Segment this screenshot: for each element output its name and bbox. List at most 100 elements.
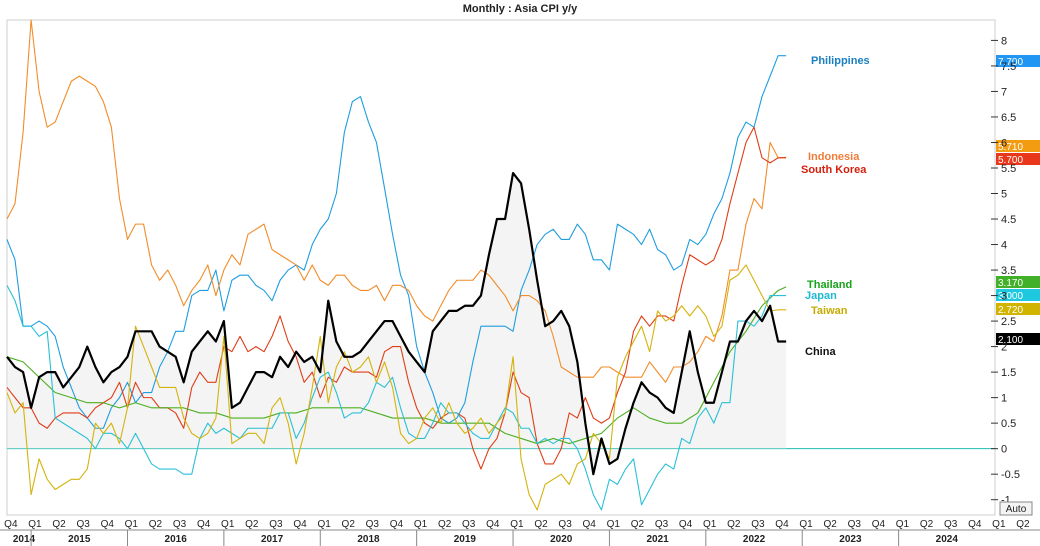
x-quarter-label: Q3	[366, 519, 380, 530]
x-quarter-label: Q4	[293, 519, 307, 530]
indonesia-value-tag	[996, 140, 1040, 152]
x-quarter-label: Q1	[992, 519, 1006, 530]
x-quarter-label: Q4	[101, 519, 115, 530]
x-year-label: 2023	[839, 534, 862, 545]
south-korea-value: 5.700	[998, 155, 1023, 166]
x-quarter-label: Q1	[221, 519, 235, 530]
philippines-line	[6, 55, 787, 429]
taiwan-label: Taiwan	[811, 305, 848, 317]
y-tick-label: -1	[1001, 495, 1011, 507]
series-lines	[6, 19, 787, 511]
philippines-label: Philippines	[811, 55, 870, 67]
x-year-label: 2014	[13, 534, 36, 545]
y-tick-label: 3.5	[1001, 265, 1016, 277]
x-quarter-label: Q3	[269, 519, 283, 530]
china-label: China	[805, 346, 836, 358]
x-quarter-label: Q2	[534, 519, 548, 530]
x-quarter-label: Q2	[245, 519, 259, 530]
x-quarter-label: Q1	[414, 519, 428, 530]
y-tick-label: 5.5	[1001, 163, 1016, 175]
y-tick-label: 0	[1001, 444, 1007, 456]
y-tick-label: 6	[1001, 137, 1007, 149]
auto-button[interactable]: Auto	[999, 501, 1033, 516]
x-year-label: 2017	[261, 534, 284, 545]
south-korea-value-tag	[996, 153, 1040, 165]
x-quarter-label: Q4	[872, 519, 886, 530]
china-shading	[7, 173, 787, 475]
y-tick-label: 0.5	[1001, 418, 1016, 430]
taiwan-line	[6, 264, 787, 511]
x-quarter-label: Q1	[510, 519, 524, 530]
y-tick-label: 7.5	[1001, 61, 1016, 73]
x-quarter-label: Q1	[317, 519, 331, 530]
japan-label: Japan	[805, 290, 837, 302]
x-quarter-label: Q4	[775, 519, 789, 530]
thailand-label: Thailand	[807, 279, 852, 291]
thailand-line	[6, 286, 787, 445]
y-tick-label: 2	[1001, 342, 1007, 354]
y-tick-label: 8	[1001, 35, 1007, 47]
x-year-label: 2024	[936, 534, 959, 545]
y-tick-label: -0.5	[1001, 469, 1020, 481]
x-quarter-label: Q3	[173, 519, 187, 530]
chart-title: Monthly : Asia CPI y/y	[463, 3, 578, 15]
series-labels: Philippines 7.700 Indonesia 5.710 South Kore…	[801, 55, 1040, 358]
x-quarter-label: Q3	[944, 519, 958, 530]
x-quarter-label: Q4	[968, 519, 982, 530]
x-quarter-label: Q2	[727, 519, 741, 530]
x-quarter-label: Q3	[462, 519, 476, 530]
x-quarter-label: Q4	[390, 519, 404, 530]
x-quarter-label: Q1	[703, 519, 717, 530]
thailand-value-tag	[996, 276, 1040, 288]
auto-button-label: Auto	[1006, 504, 1027, 515]
china-value-tag	[996, 333, 1040, 345]
y-axis: -1 -0.5 0 0.5 1 1.5 2 2.5 3 3.5 4 4.5 5 5.5 6 6.5 7 7.5 8	[991, 35, 1020, 507]
x-year-label: 2022	[743, 534, 766, 545]
x-axis: Q4 Q1 Q2 Q3 Q4 Q1 Q2 Q3 Q4 Q1 Q2 Q3 Q4 Q1 Q2 Q3 Q4 Q1 Q2 Q3…	[0, 519, 1040, 546]
x-quarter-label: Q4	[4, 519, 18, 530]
x-quarter-label: Q3	[558, 519, 572, 530]
y-tick-label: 7	[1001, 86, 1007, 98]
x-quarter-label: Q2	[149, 519, 163, 530]
taiwan-value: 2.720	[998, 305, 1023, 316]
y-tick-label: 1	[1001, 393, 1007, 405]
x-quarter-label: Q1	[896, 519, 910, 530]
indonesia-value: 5.710	[998, 142, 1023, 153]
y-tick-label: 1.5	[1001, 367, 1016, 379]
y-tick-label: 3	[1001, 291, 1007, 303]
x-quarter-label: Q2	[1016, 519, 1030, 530]
x-quarter-label: Q2	[438, 519, 452, 530]
x-quarter-label: Q1	[125, 519, 139, 530]
x-quarter-label: Q3	[751, 519, 765, 530]
y-tick-label: 6.5	[1001, 112, 1016, 124]
japan-value: 3.000	[998, 291, 1023, 302]
japan-value-tag	[996, 289, 1040, 301]
plot-area	[6, 19, 996, 516]
china-value: 2.100	[998, 335, 1023, 346]
china-area-fill	[7, 173, 787, 475]
south-korea-label: South Korea	[801, 164, 867, 176]
y-tick-label: 4	[1001, 240, 1007, 252]
japan-line	[6, 285, 787, 511]
x-year-label: 2019	[454, 534, 477, 545]
x-year-label: 2020	[550, 534, 573, 545]
x-quarter-label: Q3	[848, 519, 862, 530]
indonesia-label: Indonesia	[808, 151, 860, 163]
x-quarter-label: Q4	[583, 519, 597, 530]
y-tick-label: 4.5	[1001, 214, 1016, 226]
y-tick-label: 2.5	[1001, 316, 1016, 328]
x-year-label: 2018	[357, 534, 380, 545]
x-year-label: 2016	[165, 534, 188, 545]
x-quarter-label: Q4	[679, 519, 693, 530]
indonesia-line	[6, 19, 787, 383]
x-quarter-label: Q2	[824, 519, 838, 530]
y-tick-label: 5	[1001, 189, 1007, 201]
x-quarter-label: Q1	[607, 519, 621, 530]
x-quarter-label: Q4	[197, 519, 211, 530]
x-year-label: 2015	[68, 534, 91, 545]
x-year-label: 2021	[647, 534, 670, 545]
taiwan-value-tag	[996, 303, 1040, 315]
x-quarter-label: Q2	[631, 519, 645, 530]
philippines-value-tag	[996, 55, 1040, 67]
